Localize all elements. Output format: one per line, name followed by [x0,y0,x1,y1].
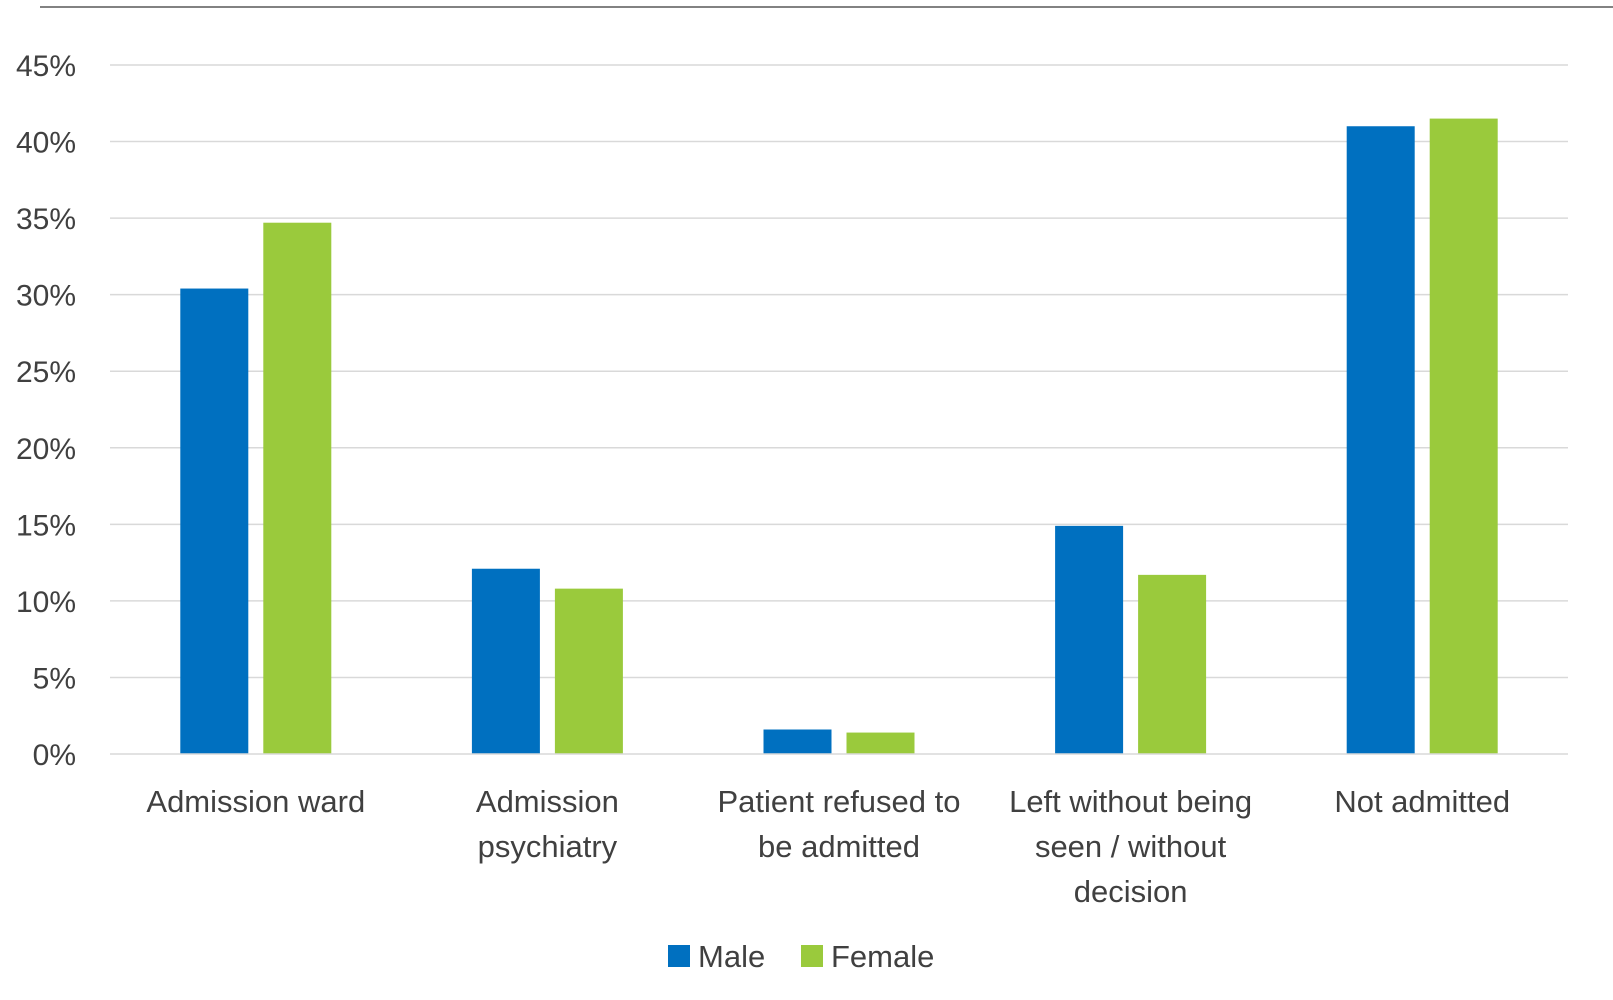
legend-swatch-male [668,945,690,967]
x-category-label: Not admitted [1334,784,1510,819]
y-tick-label: 20% [16,433,76,466]
bar-female-2 [846,732,915,754]
bar-male-1 [471,568,540,754]
bar-male-3 [1055,525,1124,754]
x-category-label: Admission [476,784,619,819]
bar-male-0 [180,288,249,754]
x-category-label: be admitted [758,829,920,864]
legend-label-female: Female [831,939,934,974]
bar-female-3 [1138,574,1207,754]
x-category-label: Left without being [1009,784,1252,819]
bar-female-1 [554,588,623,754]
legend: Male Female [668,939,934,974]
legend-label-male: Male [698,939,765,974]
y-tick-label: 5% [33,662,76,695]
x-category-label: Admission ward [146,784,365,819]
x-category-label: psychiatry [478,829,618,864]
y-tick-label: 15% [16,509,76,542]
x-category-label: Patient refused to [718,784,961,819]
y-axis-tick-labels: 0% 5% 10% 15% 20% 25% 30% 35% 40% 45% [16,50,76,772]
y-tick-label: 0% [33,739,76,772]
bars [180,118,1498,755]
y-tick-label: 40% [16,127,76,160]
bar-female-4 [1429,118,1498,755]
bar-male-4 [1346,126,1415,754]
y-tick-label: 25% [16,356,76,389]
bar-male-2 [763,729,832,754]
bar-female-0 [263,222,332,754]
y-tick-label: 30% [16,280,76,313]
y-tick-label: 10% [16,586,76,619]
x-category-label: decision [1074,874,1188,909]
gridlines [110,64,1568,679]
y-tick-label: 45% [16,50,76,83]
legend-swatch-female [801,945,823,967]
x-axis-category-labels: Admission ward Admission psychiatry Patient… [146,784,1510,909]
y-tick-label: 35% [16,203,76,236]
x-category-label: seen / without [1035,829,1227,864]
